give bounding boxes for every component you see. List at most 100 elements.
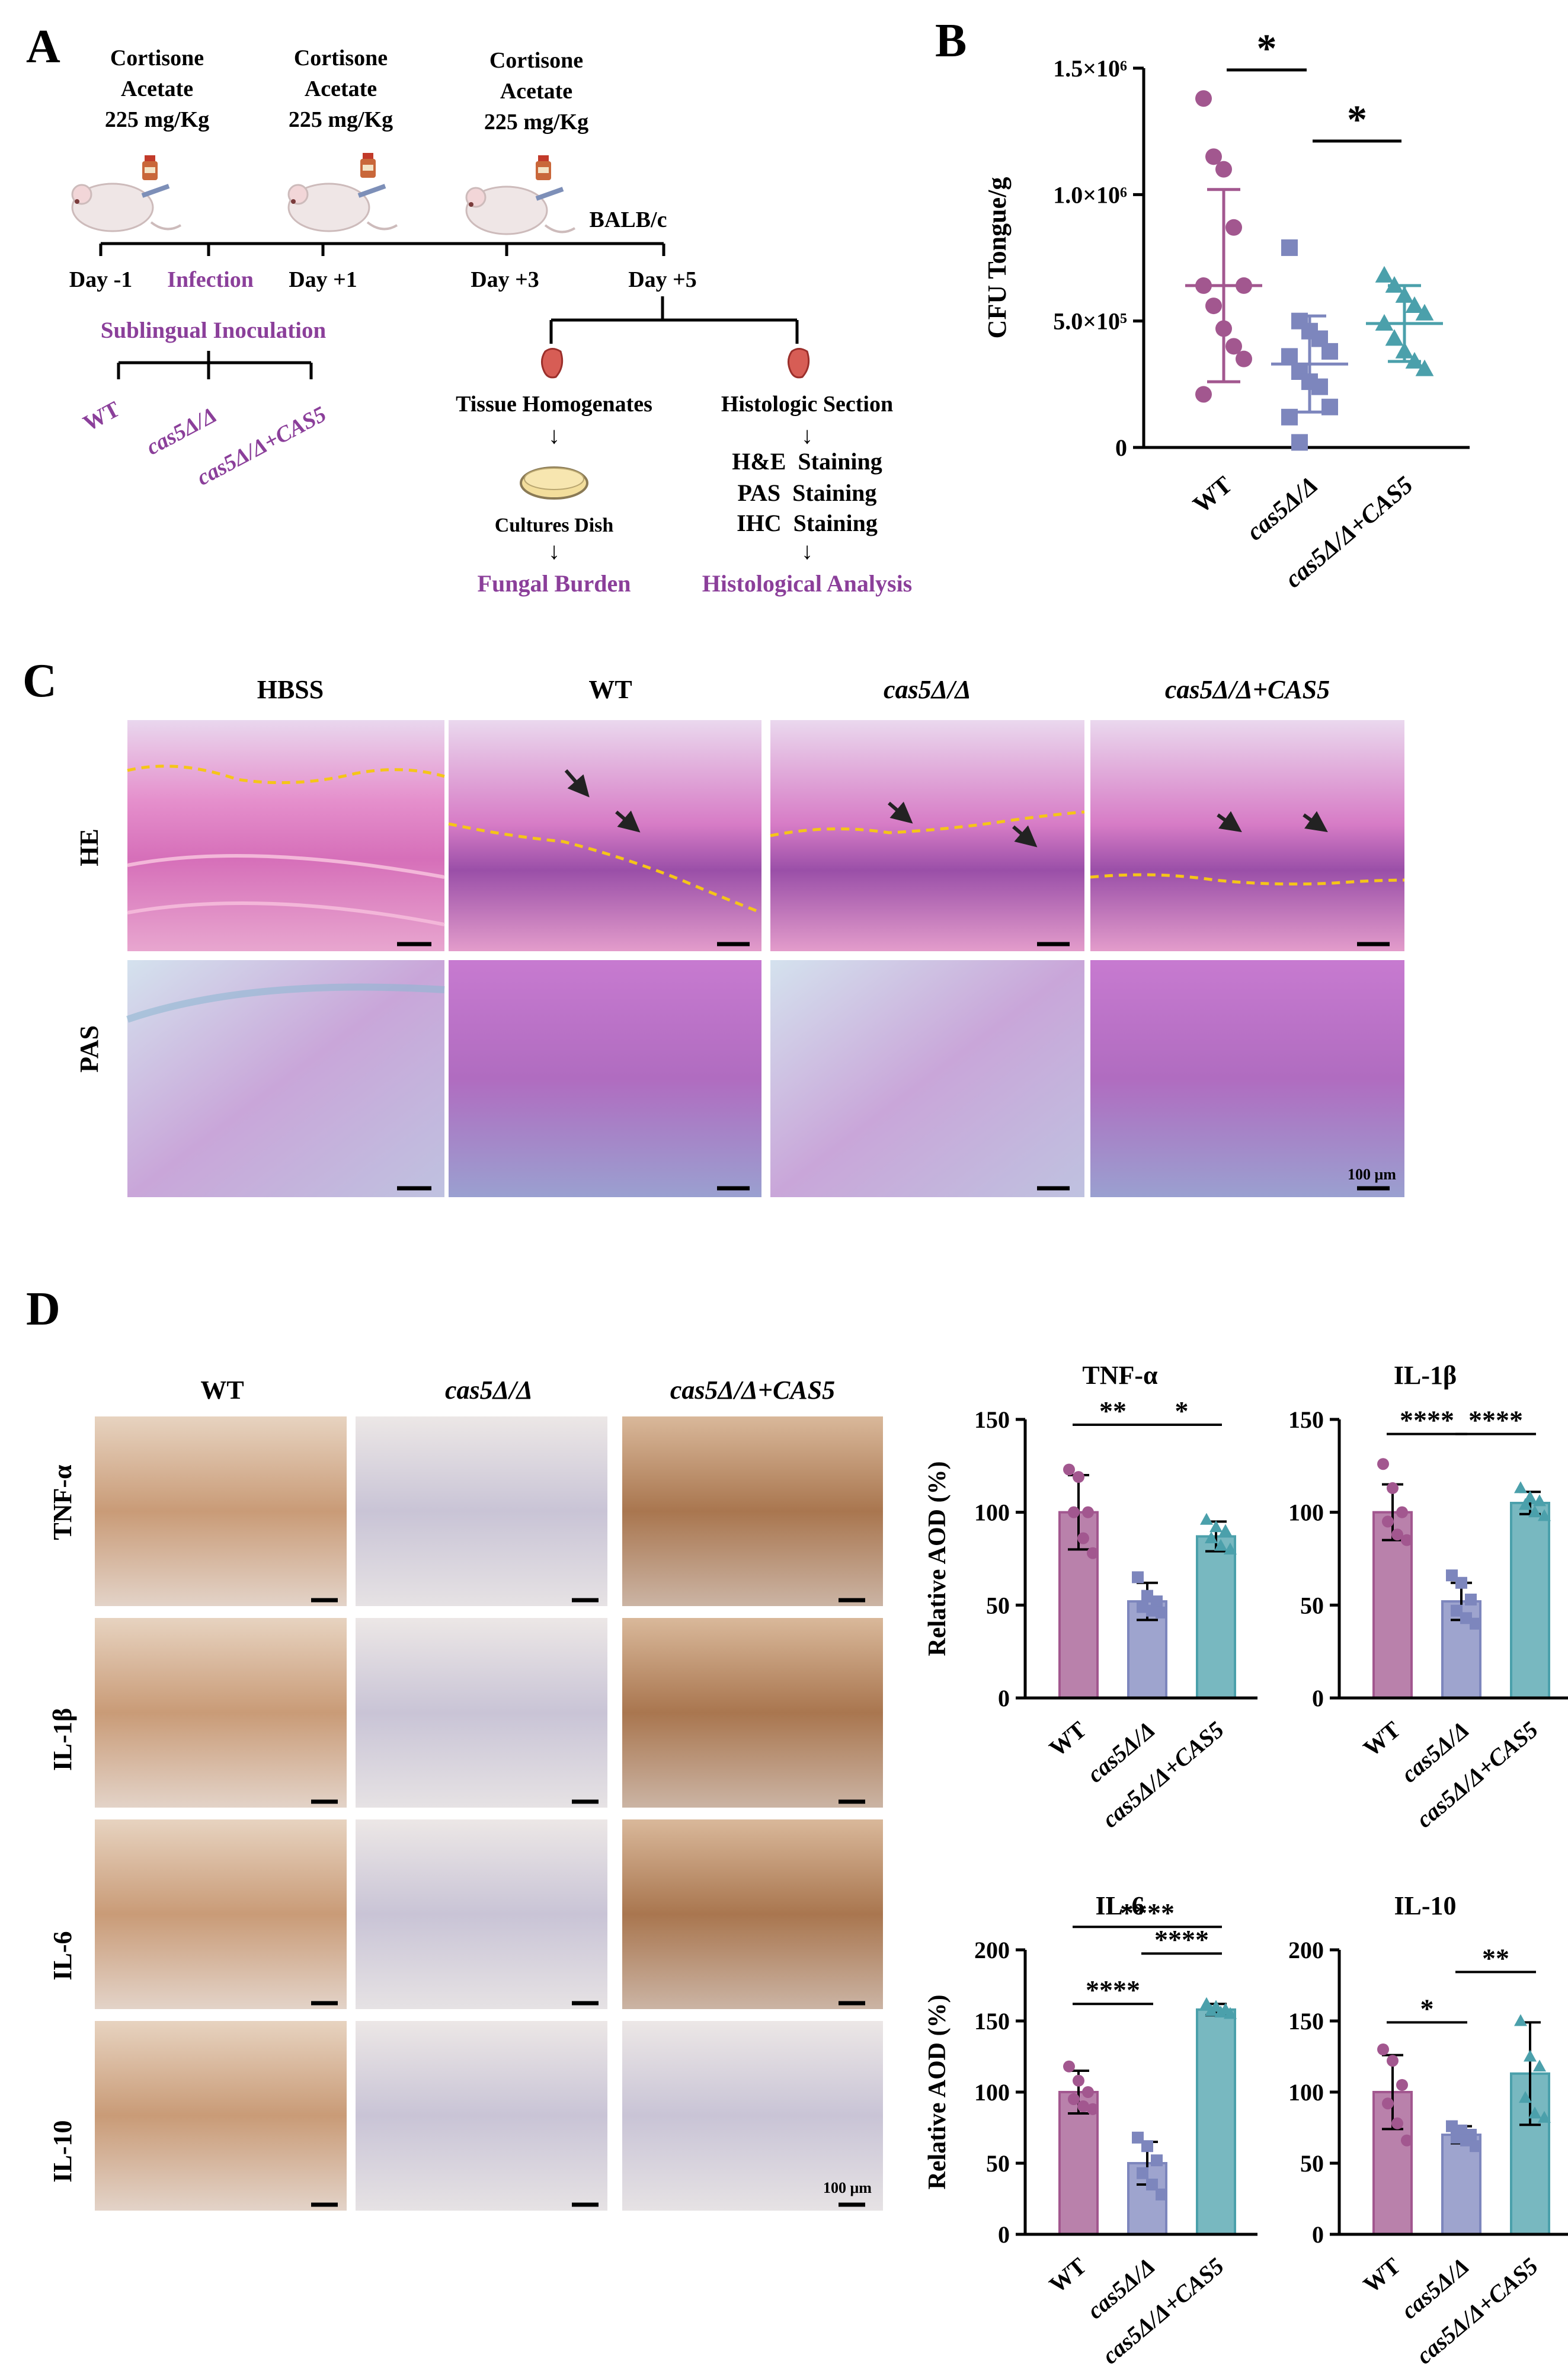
category-label: cas5Δ/Δ <box>1241 471 1323 546</box>
category-label: WT <box>1358 1716 1406 1762</box>
cortisone-vial-icon <box>142 155 158 180</box>
data-point <box>1281 348 1298 365</box>
injection-drug-line: Acetate <box>500 79 572 104</box>
significance-label: **** <box>1120 1898 1175 1928</box>
data-point <box>1387 2055 1399 2067</box>
data-point <box>1137 1601 1148 1613</box>
significance-label: **** <box>1086 1975 1140 2005</box>
flow-arrow: ↓ <box>801 538 813 564</box>
y-tick-label: 50 <box>1300 1592 1324 1619</box>
data-point <box>1405 351 1424 369</box>
data-point <box>1377 1458 1389 1470</box>
data-point <box>1391 1528 1403 1541</box>
data-point <box>1236 277 1252 294</box>
group-label-wt: WT <box>79 396 124 436</box>
y-tick-label: 0 <box>1115 434 1127 461</box>
y-tick-label: 1.5×10⁶ <box>1053 55 1127 82</box>
scale-bar-label: 100 μm <box>1348 1166 1396 1183</box>
mouse-icon <box>71 183 182 232</box>
data-point <box>1519 1498 1532 1510</box>
data-point <box>1214 2006 1227 2018</box>
data-point <box>1470 1617 1481 1630</box>
injection-dose-line: 225 mg/Kg <box>289 107 393 132</box>
category-label: WT <box>1044 2252 1092 2298</box>
data-point <box>1533 1494 1546 1507</box>
data-point <box>1219 1524 1232 1536</box>
micrograph-ihc <box>622 1416 883 1606</box>
bar <box>1196 2008 1236 2236</box>
data-point <box>1514 2014 1527 2026</box>
data-point <box>1082 1506 1094 1518</box>
y-tick-label: 0 <box>1312 1685 1324 1712</box>
data-point <box>1068 2093 1080 2105</box>
flow-arrow: ↓ <box>548 538 560 564</box>
panel-a-schematic: Cortisone Acetate 225 mg/Kg Cortisone Ac… <box>69 46 913 597</box>
data-point <box>1205 1531 1218 1544</box>
micrograph-ihc <box>356 1618 607 1808</box>
bar-chart-il10: IL-10050100150200***WTcas5Δ/Δcas5Δ/Δ+CAS… <box>1288 1891 1568 2369</box>
data-point <box>1446 2120 1458 2132</box>
micrograph-pas-complement: 100 μm <box>1090 960 1404 1197</box>
data-point <box>1382 2097 1394 2110</box>
injection-drug-line: Cortisone <box>294 46 388 71</box>
injection-drug-line: Acetate <box>121 76 193 101</box>
data-point <box>1132 2131 1144 2144</box>
injection-label-2: Cortisone Acetate 225 mg/Kg <box>289 46 393 132</box>
data-point <box>1195 386 1212 403</box>
data-point <box>1321 343 1338 360</box>
significance-label: * <box>1420 1993 1434 2023</box>
data-point <box>1528 2106 1541 2119</box>
arrow-icon <box>888 801 913 824</box>
y-axis-label: Relative AOD (%) <box>924 1461 951 1656</box>
staining-step: H&E Staining <box>732 448 882 475</box>
significance-label: **** <box>1154 1924 1209 1955</box>
y-tick-label: 100 <box>974 2079 1010 2106</box>
data-point <box>1077 1532 1089 1544</box>
micrograph-he-hbss <box>127 720 445 951</box>
data-point <box>1538 2110 1551 2123</box>
significance-label: * <box>1175 1396 1189 1426</box>
data-point <box>1137 2167 1148 2179</box>
cortisone-vial-icon <box>536 155 551 180</box>
data-point <box>1470 2140 1481 2153</box>
significance-label: ** <box>1099 1396 1127 1426</box>
data-point <box>1395 341 1414 359</box>
micrograph-ihc <box>356 2021 607 2211</box>
day-label: Day +1 <box>289 267 357 292</box>
column-header: WT <box>588 675 632 704</box>
data-point <box>1528 1505 1541 1518</box>
significance-label: * <box>1257 25 1277 71</box>
chart-title: IL-6 <box>1095 1891 1144 1920</box>
data-point <box>1225 219 1242 236</box>
data-point <box>1082 2086 1094 2098</box>
category-label: cas5Δ/Δ+CAS5 <box>1411 1716 1543 1832</box>
column-header: cas5Δ/Δ <box>884 675 971 704</box>
row-label: IL-1β <box>48 1708 77 1771</box>
y-tick-label: 150 <box>974 1406 1010 1433</box>
data-point <box>1396 2079 1408 2091</box>
row-label: TNF-α <box>48 1464 77 1540</box>
y-tick-label: 50 <box>1300 2150 1324 2177</box>
data-point <box>1077 2100 1089 2112</box>
y-tick-label: 50 <box>986 2150 1010 2177</box>
row-label: IL-6 <box>48 1931 77 1980</box>
data-point <box>1514 1481 1527 1493</box>
data-point <box>1068 1506 1080 1518</box>
y-tick-label: 0 <box>998 1685 1010 1712</box>
data-point <box>1451 1604 1463 1617</box>
data-point <box>1281 408 1298 426</box>
column-header: cas5Δ/Δ <box>445 1376 533 1405</box>
data-point <box>1401 2134 1413 2147</box>
data-point <box>1401 1534 1413 1546</box>
y-axis-label: Relative AOD (%) <box>924 1995 951 2190</box>
data-point <box>1465 1593 1477 1606</box>
tongue-icon <box>788 348 810 379</box>
arrow-icon <box>615 810 641 833</box>
branch-title-histology: Histologic Section <box>721 392 893 417</box>
y-tick-label: 150 <box>1288 2008 1324 2035</box>
significance-label: **** <box>1400 1405 1454 1435</box>
row-label: PAS <box>75 1025 104 1073</box>
day-label: Day -1 <box>69 267 133 292</box>
